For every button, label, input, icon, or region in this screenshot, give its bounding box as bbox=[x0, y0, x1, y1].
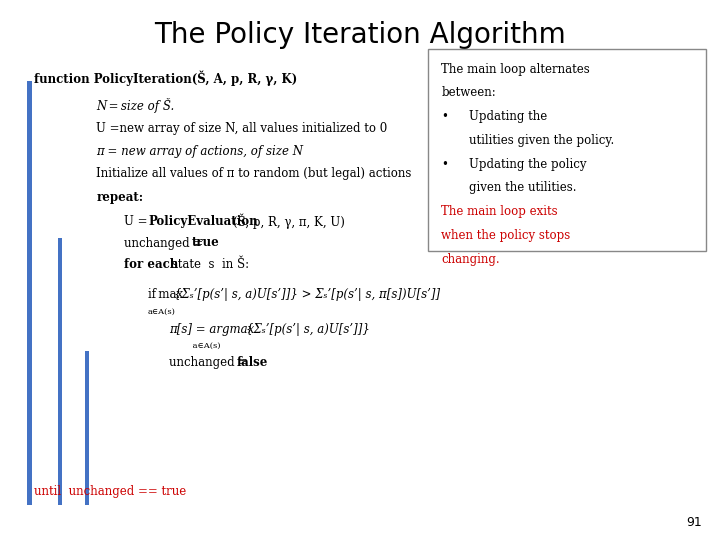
Bar bbox=[27, 81, 32, 505]
Text: function PolicyIteration(Š, A, p, R, γ, K): function PolicyIteration(Š, A, p, R, γ, … bbox=[34, 71, 297, 86]
Text: false: false bbox=[237, 356, 269, 369]
Text: until  unchanged == true: until unchanged == true bbox=[34, 485, 186, 498]
Text: {Σₛ’[p(s’| s, a)U[s’]]} > Σₛ’[p(s’| s, π[s])U[s’]]: {Σₛ’[p(s’| s, a)U[s’]]} > Σₛ’[p(s’| s, π… bbox=[174, 288, 441, 301]
Text: •: • bbox=[441, 158, 449, 171]
Text: (Š, p, R, γ, π, K, U): (Š, p, R, γ, π, K, U) bbox=[233, 214, 345, 229]
Text: π = new array of actions, of size N: π = new array of actions, of size N bbox=[96, 145, 304, 158]
Text: N = size of Š.: N = size of Š. bbox=[96, 98, 175, 113]
Text: 91: 91 bbox=[686, 516, 702, 529]
Text: between:: between: bbox=[441, 86, 496, 99]
Text: state  s  in Š:: state s in Š: bbox=[168, 258, 250, 271]
Text: for each: for each bbox=[124, 258, 178, 271]
Bar bbox=[85, 351, 89, 505]
Text: a∈A(s): a∈A(s) bbox=[148, 308, 176, 316]
Text: PolicyEvaluation: PolicyEvaluation bbox=[148, 215, 258, 228]
Text: {Σₛ’[p(s’| s, a)U[s’]]}: {Σₛ’[p(s’| s, a)U[s’]]} bbox=[246, 323, 369, 336]
Text: when the policy stops: when the policy stops bbox=[441, 229, 571, 242]
Text: The main loop exits: The main loop exits bbox=[441, 205, 558, 218]
Text: U =: U = bbox=[124, 215, 151, 228]
Text: changing.: changing. bbox=[441, 253, 500, 266]
Text: utilities given the policy.: utilities given the policy. bbox=[469, 134, 614, 147]
Text: The main loop alternates: The main loop alternates bbox=[441, 63, 590, 76]
Text: π[s] = argmax: π[s] = argmax bbox=[169, 323, 254, 336]
Text: Updating the: Updating the bbox=[469, 110, 547, 123]
Text: a∈A(s): a∈A(s) bbox=[169, 342, 221, 349]
Text: The Policy Iteration Algorithm: The Policy Iteration Algorithm bbox=[154, 21, 566, 49]
Text: unchanged =: unchanged = bbox=[124, 237, 207, 249]
Text: U =new array of size N, all values initialized to 0: U =new array of size N, all values initi… bbox=[96, 122, 388, 135]
Text: •: • bbox=[441, 110, 449, 123]
Text: repeat:: repeat: bbox=[96, 191, 143, 204]
Text: Initialize all values of π to random (but legal) actions: Initialize all values of π to random (bu… bbox=[96, 167, 412, 180]
Text: given the utilities.: given the utilities. bbox=[469, 181, 576, 194]
Text: unchanged =: unchanged = bbox=[169, 356, 252, 369]
Text: if max: if max bbox=[148, 288, 183, 301]
Text: true: true bbox=[192, 237, 220, 249]
Bar bbox=[58, 238, 62, 505]
Text: Updating the policy: Updating the policy bbox=[469, 158, 586, 171]
FancyBboxPatch shape bbox=[428, 49, 706, 251]
